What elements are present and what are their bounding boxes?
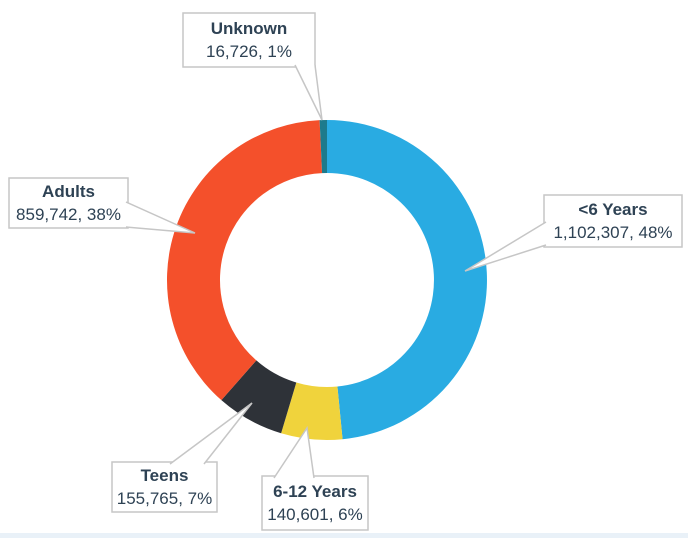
donut-segment-6-12-years <box>281 382 343 440</box>
callout-box-teens <box>111 461 218 513</box>
callout-box-6-12-years <box>261 475 369 531</box>
donut-segment-teens <box>221 360 297 434</box>
callout-tail-6-12-years <box>273 425 315 479</box>
donut-segment-6-years <box>327 120 487 440</box>
donut-segment-adults <box>166 120 323 401</box>
callout-box-adults <box>8 177 129 229</box>
callout-tail-adults <box>125 201 196 234</box>
donut-segment-unknown <box>319 120 327 174</box>
callout-tail-teens <box>169 402 253 465</box>
callout-tail-unknown <box>294 64 323 121</box>
callout-tail-under-6-years <box>464 221 547 272</box>
callout-box-unknown <box>182 12 316 68</box>
bottom-accent-bar <box>0 533 688 538</box>
callout-box-under-6-years <box>543 194 683 248</box>
